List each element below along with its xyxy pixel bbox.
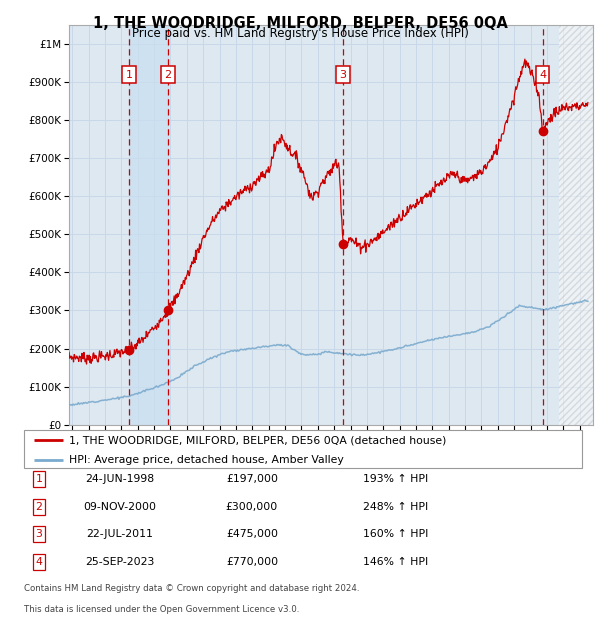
Text: 160% ↑ HPI: 160% ↑ HPI — [364, 529, 428, 539]
Text: 146% ↑ HPI: 146% ↑ HPI — [364, 557, 428, 567]
Text: 24-JUN-1998: 24-JUN-1998 — [85, 474, 155, 484]
Text: £770,000: £770,000 — [226, 557, 278, 567]
Text: £300,000: £300,000 — [226, 502, 278, 512]
Text: This data is licensed under the Open Government Licence v3.0.: This data is licensed under the Open Gov… — [24, 604, 299, 614]
Text: 25-SEP-2023: 25-SEP-2023 — [85, 557, 155, 567]
Text: 4: 4 — [539, 70, 546, 80]
Text: Contains HM Land Registry data © Crown copyright and database right 2024.: Contains HM Land Registry data © Crown c… — [24, 583, 359, 593]
Text: 3: 3 — [35, 529, 43, 539]
Text: 1, THE WOODRIDGE, MILFORD, BELPER, DE56 0QA: 1, THE WOODRIDGE, MILFORD, BELPER, DE56 … — [92, 16, 508, 30]
Text: 22-JUL-2011: 22-JUL-2011 — [86, 529, 154, 539]
Text: 248% ↑ HPI: 248% ↑ HPI — [364, 502, 428, 512]
Text: 4: 4 — [35, 557, 43, 567]
Text: £197,000: £197,000 — [226, 474, 278, 484]
Text: HPI: Average price, detached house, Amber Valley: HPI: Average price, detached house, Ambe… — [68, 454, 343, 464]
Text: 193% ↑ HPI: 193% ↑ HPI — [364, 474, 428, 484]
Text: 2: 2 — [35, 502, 43, 512]
Text: 2: 2 — [164, 70, 172, 80]
Text: 1: 1 — [35, 474, 43, 484]
Bar — [559, 25, 600, 425]
Text: 09-NOV-2000: 09-NOV-2000 — [83, 502, 157, 512]
Text: 3: 3 — [340, 70, 347, 80]
Text: £475,000: £475,000 — [226, 529, 278, 539]
Text: 1: 1 — [125, 70, 133, 80]
Text: Price paid vs. HM Land Registry's House Price Index (HPI): Price paid vs. HM Land Registry's House … — [131, 27, 469, 40]
Bar — [129, 25, 168, 425]
Text: 1, THE WOODRIDGE, MILFORD, BELPER, DE56 0QA (detached house): 1, THE WOODRIDGE, MILFORD, BELPER, DE56 … — [68, 435, 446, 445]
